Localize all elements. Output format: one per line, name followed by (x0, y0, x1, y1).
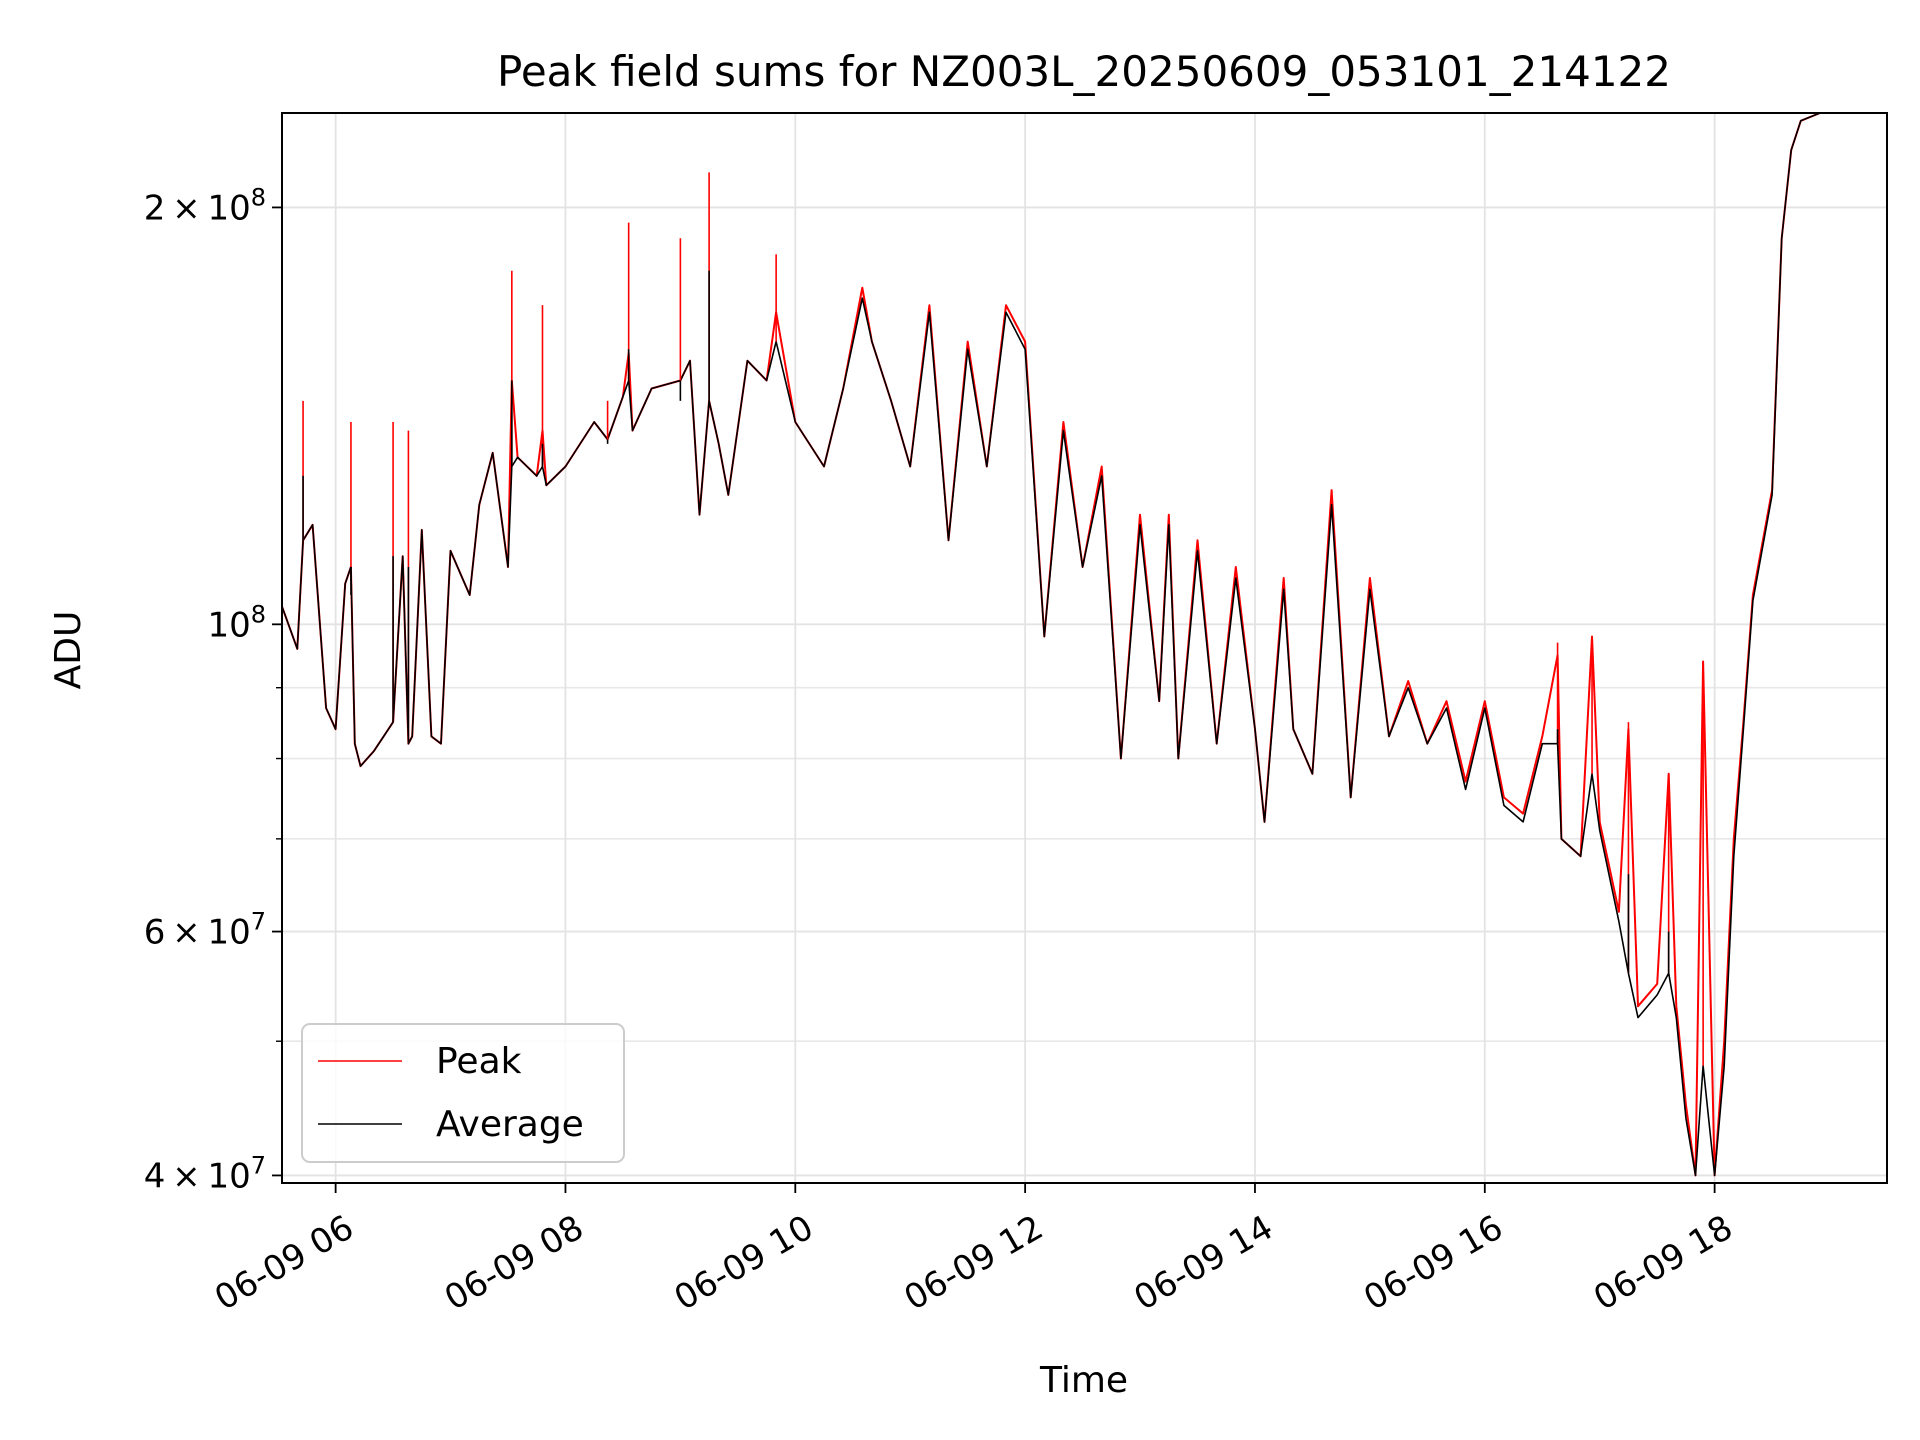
plot-series (281, 112, 1830, 1177)
legend-label-average: Average (436, 1104, 584, 1145)
y-tick-label: 108 (207, 600, 266, 645)
y-tick-label: 6 × 107 (144, 908, 266, 953)
legend-label-peak: Peak (436, 1041, 522, 1082)
y-tick-label: 2 × 108 (144, 183, 266, 228)
y-tick-label: 4 × 107 (144, 1151, 266, 1196)
grid (282, 113, 1887, 1183)
y-axis: 4 × 107 6 × 107 108 2 × 108 (144, 183, 282, 1196)
chart-title: Peak field sums for NZ003L_20250609_0531… (497, 47, 1671, 96)
y-axis-label: ADU (48, 611, 89, 690)
x-axis-label: Time (1039, 1360, 1128, 1401)
plot-area-frame (281, 112, 1888, 1184)
legend: Peak Average (301, 1023, 625, 1163)
series-line-average (281, 112, 1830, 1177)
legend-box (301, 1023, 625, 1163)
